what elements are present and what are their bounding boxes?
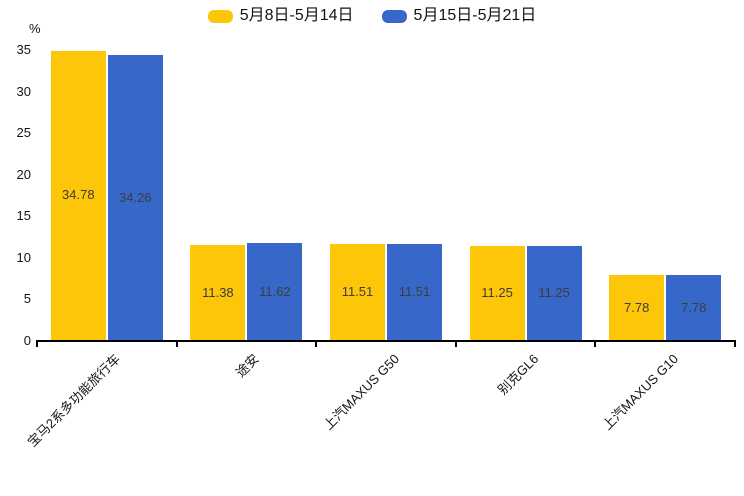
y-tick-label: 35: [16, 42, 31, 57]
legend-label: 5月8日-5月14日: [239, 7, 354, 24]
y-tick-label: 10: [16, 249, 31, 265]
y-tick-label: 0: [23, 333, 31, 348]
y-tick-label: 25: [16, 125, 31, 141]
bar-value-label: 34.78: [62, 187, 95, 203]
bar-value-label: 11.25: [538, 285, 570, 301]
bar-series0-cat3[interactable]: [469, 246, 525, 340]
legend-item-1[interactable]: 5月15日-5月21日: [381, 7, 537, 25]
bar-series1-cat2[interactable]: [387, 244, 442, 340]
bar-series0-cat0[interactable]: [50, 50, 106, 340]
y-tick-label: 20: [16, 166, 31, 182]
x-tick: [454, 340, 457, 347]
bar-series0-cat4[interactable]: [609, 275, 665, 340]
x-tick: [36, 340, 38, 347]
x-tick: [594, 340, 597, 347]
x-tick: [315, 340, 318, 347]
x-category-label-text: 上汽MAXUS G50: [320, 351, 402, 433]
legend-swatch-icon: [381, 9, 407, 23]
x-category-label-text: 宝马2系多功能旅行车: [24, 351, 123, 450]
chart-legend: 5月8日-5月14日 5月15日-5月21日: [0, 7, 744, 25]
x-category-label-text: 途安: [233, 351, 263, 381]
bar-value-label: 11.62: [259, 283, 291, 299]
legend-label: 5月15日-5月21日: [413, 7, 537, 24]
bar-value-label: 11.25: [481, 285, 513, 301]
x-category-label-text: 别克GL6: [494, 351, 542, 398]
bar-value-label: 11.38: [202, 284, 234, 300]
x-tick: [175, 340, 178, 347]
x-category-label-text: 上汽MAXUS G10: [599, 351, 681, 433]
y-axis-unit-label: %: [29, 21, 41, 36]
bar-series1-cat1[interactable]: [247, 243, 303, 340]
bar-series1-cat0[interactable]: [107, 55, 163, 340]
bar-value-label: 7.78: [624, 299, 650, 315]
bar-series1-cat4[interactable]: [666, 275, 722, 340]
x-tick: [734, 340, 736, 347]
x-axis-line: [37, 340, 735, 342]
bar-value-label: 7.78: [681, 299, 707, 315]
bar-value-label: 34.26: [119, 189, 152, 205]
bar-value-label: 11.51: [398, 284, 431, 300]
legend-swatch-icon: [207, 9, 233, 23]
legend-item-0[interactable]: 5月8日-5月14日: [207, 7, 354, 25]
bar-series0-cat2[interactable]: [330, 244, 385, 340]
y-tick-label: 30: [16, 83, 31, 99]
y-tick-label: 5: [23, 291, 31, 307]
y-tick-label: 15: [16, 208, 31, 224]
bar-series0-cat1[interactable]: [190, 245, 246, 340]
bar-value-label: 11.51: [341, 284, 374, 300]
bar-series1-cat3[interactable]: [526, 246, 582, 340]
